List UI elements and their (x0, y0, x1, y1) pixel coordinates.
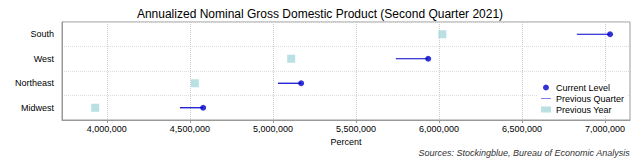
svg-text:Sources: Stockingblue, Bureau: Sources: Stockingblue, Bureau of Economi… (418, 148, 630, 158)
svg-text:Northeast: Northeast (15, 78, 55, 88)
svg-text:Annualized Nominal Gross Domes: Annualized Nominal Gross Domestic Produc… (137, 7, 503, 21)
svg-text:5,000,000: 5,000,000 (253, 124, 293, 134)
svg-text:Percent: Percent (330, 137, 362, 147)
svg-text:6,500,000: 6,500,000 (502, 124, 542, 134)
svg-text:Previous Year: Previous Year (556, 105, 612, 115)
svg-text:West: West (34, 54, 55, 64)
svg-text:5,500,000: 5,500,000 (336, 124, 376, 134)
svg-text:6,000,000: 6,000,000 (419, 124, 459, 134)
svg-text:Previous Quarter: Previous Quarter (556, 94, 624, 104)
svg-text:4,000,000: 4,000,000 (87, 124, 127, 134)
svg-text:Current Level: Current Level (556, 83, 610, 93)
svg-text:South: South (30, 29, 54, 39)
svg-text:7,000,000: 7,000,000 (585, 124, 625, 134)
svg-text:4,500,000: 4,500,000 (170, 124, 210, 134)
svg-text:Midwest: Midwest (21, 103, 55, 113)
